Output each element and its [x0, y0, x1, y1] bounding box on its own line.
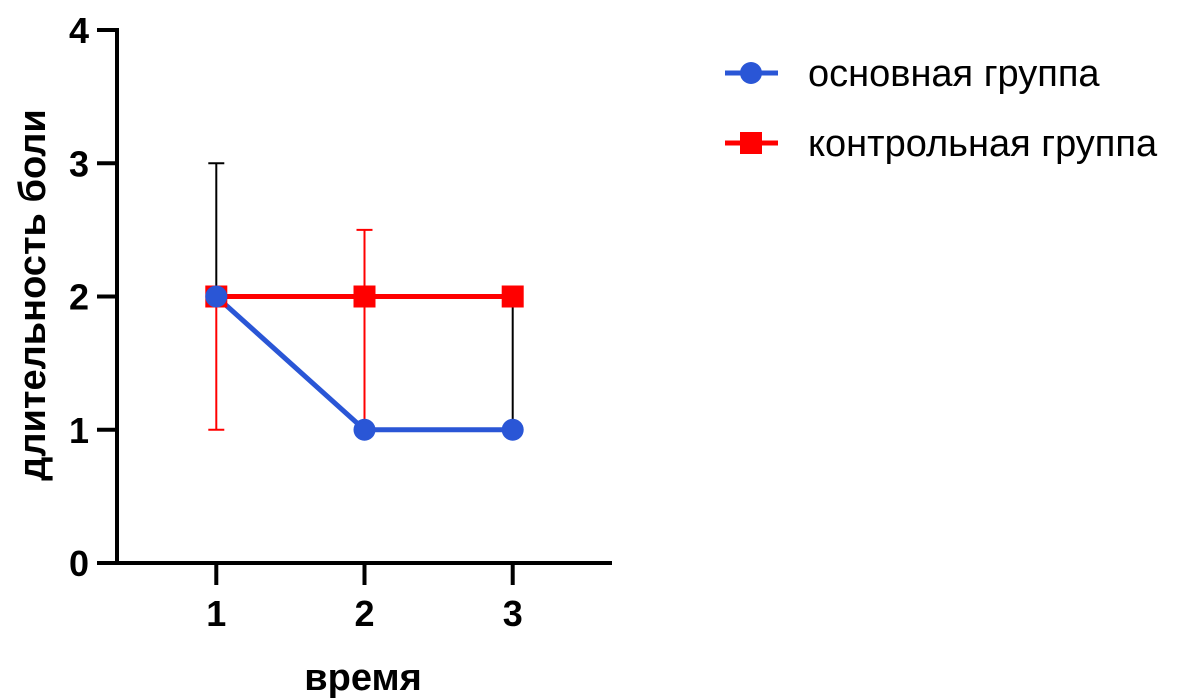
y-tick-label: 4 — [69, 10, 89, 51]
legend-marker-circle — [740, 62, 762, 84]
y-tick-label: 1 — [69, 410, 89, 451]
legend: основная группа контрольная группа — [725, 53, 1158, 165]
y-tick-label: 0 — [69, 543, 89, 584]
legend-marker-square — [740, 132, 762, 154]
x-tick-label: 1 — [206, 593, 226, 634]
y-tick-label: 2 — [69, 277, 89, 318]
y-axis-title: длительность боли — [12, 109, 54, 480]
data-point-circle — [353, 418, 376, 441]
legend-item-2: контрольная группа — [725, 123, 1158, 165]
legend-label: основная группа — [808, 53, 1100, 95]
x-axis-title: время — [304, 657, 422, 699]
data-point-square — [501, 285, 524, 308]
data-point-circle — [501, 418, 524, 441]
y-tick-label: 3 — [69, 143, 89, 184]
data-point-circle — [205, 285, 228, 308]
series-markers — [205, 285, 524, 441]
y-ticks: 0 1 2 3 4 — [69, 10, 117, 584]
x-tick-label: 3 — [503, 593, 523, 634]
legend-label: контрольная группа — [808, 123, 1158, 165]
x-tick-label: 2 — [354, 593, 374, 634]
x-ticks: 1 2 3 — [206, 563, 523, 634]
legend-item-1: основная группа — [725, 53, 1100, 95]
data-point-square — [353, 285, 376, 308]
